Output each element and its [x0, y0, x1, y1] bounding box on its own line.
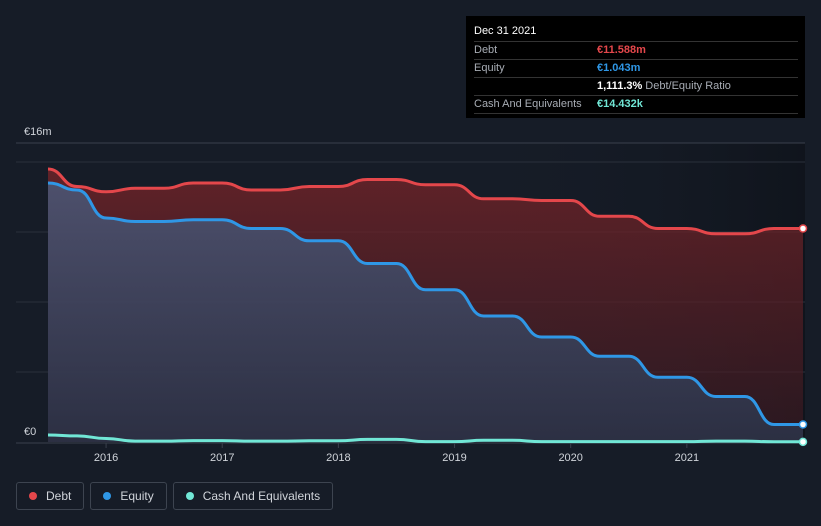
debt-end-point	[798, 224, 808, 233]
tooltip-label-cash: Cash And Equivalents	[474, 98, 582, 110]
equity-end-point	[798, 420, 808, 429]
tooltip-label-debt: Debt	[474, 44, 498, 56]
x-tick-label-2: 2018	[326, 452, 350, 464]
cash-dot-icon	[185, 492, 194, 500]
tooltip-value-cash: €14.432k	[597, 98, 643, 110]
tooltip-row-ratio: 1,111.3% Debt/Equity Ratio	[474, 78, 798, 96]
x-tick-label-5: 2021	[675, 452, 699, 464]
tooltip-value-debt: €11.588m	[597, 44, 646, 56]
debt-line	[47, 167, 803, 236]
x-axis-labels: 2016 2017 2018 2019 2020 2021	[94, 443, 699, 464]
legend-label-equity: Equity	[120, 489, 154, 503]
x-tick-label-4: 2020	[558, 452, 582, 464]
legend-item-cash[interactable]: Cash And Equivalents	[172, 482, 334, 510]
tooltip-date: Dec 31 2021	[474, 24, 798, 42]
legend-item-equity[interactable]: Equity	[90, 482, 167, 510]
cash-and-equivalents-line	[47, 433, 804, 444]
x-tick-label-1: 2017	[210, 452, 234, 464]
series-areas	[48, 169, 803, 442]
legend-label-debt: Debt	[46, 489, 72, 503]
debt-dot-icon	[29, 492, 37, 500]
x-tick-label-3: 2019	[442, 452, 466, 464]
cash-and-equivalents-end-point	[798, 437, 808, 447]
tooltip-row-cash: Cash And Equivalents €14.432k	[474, 96, 798, 114]
tooltip-ratio-caption: Debt/Equity Ratio	[645, 80, 731, 92]
tooltip-panel: Dec 31 2021 Debt €11.588m Equity €1.043m…	[466, 16, 805, 118]
tooltip-row-equity: Equity €1.043m	[474, 60, 798, 78]
tooltip-ratio-number: 1,111.3%	[597, 80, 643, 92]
equity-area	[48, 183, 803, 442]
tooltip-label-ratio	[474, 78, 597, 95]
equity-dot-icon	[103, 492, 112, 500]
series-lines	[47, 167, 804, 444]
tooltip-row-debt: Debt €11.588m	[474, 42, 798, 60]
legend-label-cash: Cash And Equivalents	[202, 489, 321, 503]
tooltip-label-equity: Equity	[474, 62, 505, 74]
equity-line	[47, 181, 803, 427]
end-markers	[798, 224, 808, 447]
tooltip-value-equity: €1.043m	[597, 62, 641, 74]
y-tick-label-max: €16m	[24, 126, 52, 138]
chart-legend: Debt Equity Cash And Equivalents	[16, 482, 334, 510]
x-tick-label-0: 2016	[94, 452, 118, 464]
y-tick-label-zero: €0	[24, 426, 36, 438]
legend-item-debt[interactable]: Debt	[16, 482, 85, 510]
tooltip-value-ratio: 1,111.3% Debt/Equity Ratio	[597, 78, 731, 95]
